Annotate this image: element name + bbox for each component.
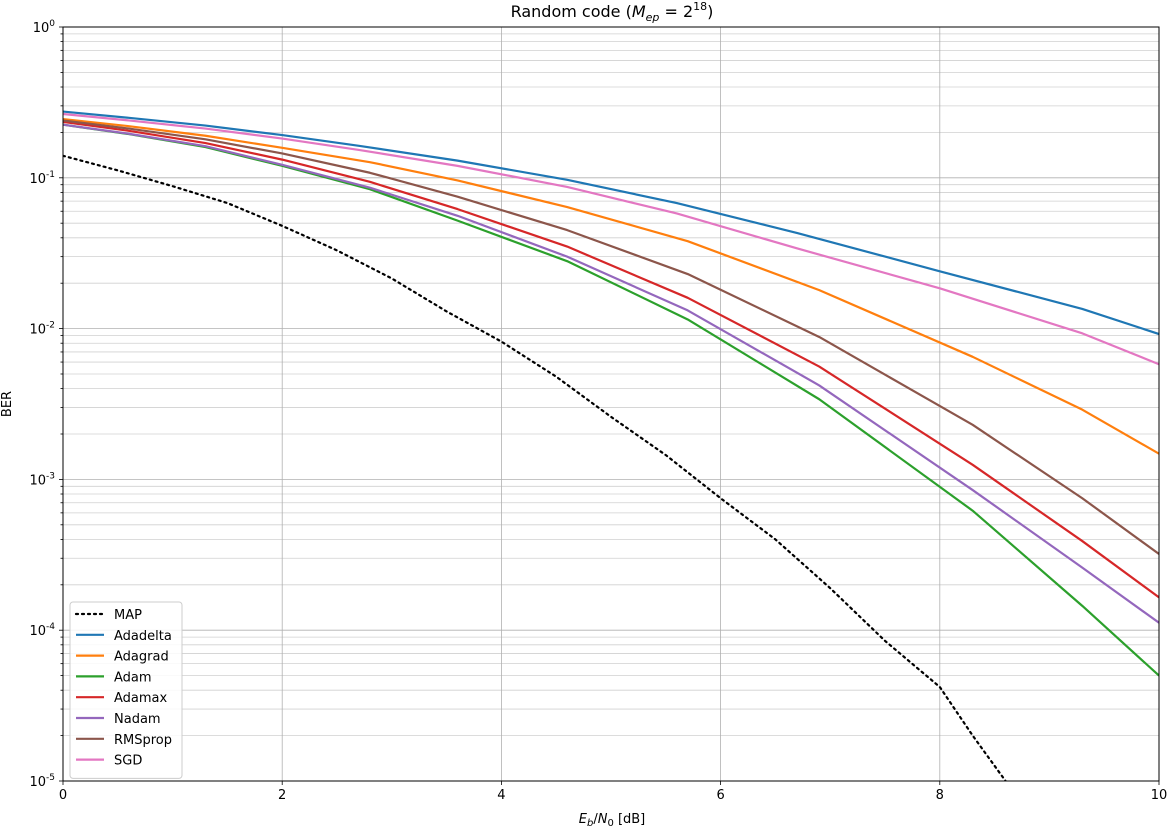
plot-frame [62,26,1160,782]
series-line-adam [63,123,1159,677]
x-axis-label: Eb/N0 [dB] [579,812,646,827]
y-tick-label: 10-4 [29,622,55,639]
series-line-sgd [63,112,1159,366]
series-line-adamax [63,120,1159,599]
legend-label-rmsprop: RMSprop [114,733,172,748]
y-tick-label: 100 [33,19,56,36]
legend-label-adagrad: Adagrad [114,650,169,665]
y-axis-label: BER [0,391,15,417]
legend: MAP Adadelta Adagrad Adam Adamax Nadam RMSprop… [69,601,183,779]
series-line-nadam [63,123,1159,624]
x-tick-label: 6 [716,788,724,803]
legend-label-map: MAP [114,608,142,623]
legend-label-adam: Adam [114,670,152,685]
series-line-adagrad [63,118,1159,455]
series-line-map [63,154,1007,781]
x-tick-label: 2 [278,788,286,803]
axis-ticks: 100 10-1 10-2 10-3 10-4 10-5 0 2 4 6 8 10 [29,19,1167,803]
y-tick-label: 10-3 [29,471,55,488]
x-tick-label: 8 [936,788,944,803]
y-tick-label: 10-5 [29,773,55,790]
chart-title: Random code (Mep = 218) [511,0,714,24]
x-tick-label: 0 [59,788,67,803]
legend-label-adadelta: Adadelta [114,629,172,644]
series-line-rmsprop [63,119,1159,555]
legend-box [69,601,183,779]
y-tick-label: 10-1 [29,170,55,187]
legend-label-sgd: SGD [114,754,142,769]
series-line-adadelta [63,110,1159,336]
x-tick-label: 4 [497,788,505,803]
legend-label-adamax: Adamax [114,691,168,706]
y-tick-label: 10-2 [29,321,55,338]
legend-label-nadam: Nadam [114,712,161,727]
series-layer [63,110,1159,781]
x-tick-label: 10 [1151,788,1168,803]
